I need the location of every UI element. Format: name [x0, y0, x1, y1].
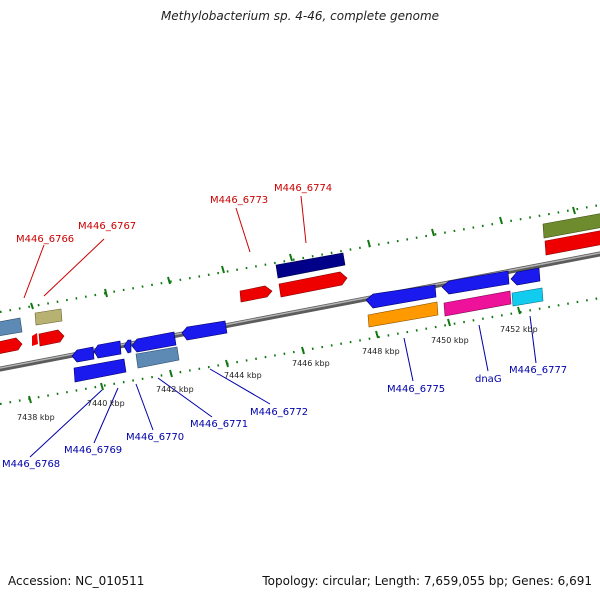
- position-label-7440: 7440 kbp: [87, 399, 125, 408]
- gene-m446-6774[interactable]: [278, 271, 348, 298]
- gene-m446-6768-upper[interactable]: [71, 346, 95, 363]
- accession-text: Accession: NC_010511: [8, 574, 145, 588]
- label-m446-6767[interactable]: M446_6767: [78, 221, 136, 232]
- gene-dnag-blue[interactable]: [441, 270, 510, 295]
- gene-small-red-left[interactable]: [32, 333, 38, 346]
- gene-m446-6773[interactable]: [239, 285, 273, 303]
- position-label-7438: 7438 kbp: [17, 413, 55, 422]
- label-m446-6775[interactable]: M446_6775: [387, 384, 445, 395]
- gene-m446-6777[interactable]: [511, 287, 544, 307]
- inner-major-ticks: [28, 306, 521, 404]
- position-label-7446: 7446 kbp: [292, 359, 330, 368]
- position-label-7442: 7442 kbp: [156, 385, 194, 394]
- outer-major-ticks: [30, 206, 576, 310]
- position-label-7448: 7448 kbp: [362, 347, 400, 356]
- label-m446-6771[interactable]: M446_6771: [190, 419, 248, 430]
- label-dnag[interactable]: dnaG: [475, 374, 502, 385]
- gene-arrow-left-edge[interactable]: [0, 317, 23, 336]
- label-m446-6774[interactable]: M446_6774: [274, 183, 332, 194]
- gene-small-tan[interactable]: [34, 308, 63, 326]
- top-gene-labels: M446_6766 M446_6767 M446_6773 M446_6774: [16, 183, 332, 245]
- label-m446-6777[interactable]: M446_6777: [509, 365, 567, 376]
- gene-m446-6775-blue[interactable]: [365, 284, 437, 309]
- label-m446-6766[interactable]: M446_6766: [16, 234, 74, 245]
- label-m446-6772[interactable]: M446_6772: [250, 407, 308, 418]
- gene-m446-6771[interactable]: [135, 346, 180, 369]
- position-labels: 7438 kbp 7440 kbp 7442 kbp 7444 kbp 7446…: [17, 325, 538, 422]
- position-label-7450: 7450 kbp: [431, 336, 469, 345]
- gene-m446-6770[interactable]: [131, 331, 177, 353]
- bottom-strand-genes: [71, 267, 544, 383]
- label-m446-6770[interactable]: M446_6770: [126, 432, 184, 443]
- gene-arrow-left-red[interactable]: [0, 337, 23, 354]
- gene-dnag[interactable]: [443, 290, 512, 317]
- label-m446-6773[interactable]: M446_6773: [210, 195, 268, 206]
- gene-m446-6770-small[interactable]: [123, 339, 132, 354]
- gene-m446-6766[interactable]: [38, 329, 65, 347]
- gene-m446-6775[interactable]: [367, 301, 439, 328]
- top-strand-genes: [0, 213, 600, 354]
- label-m446-6769[interactable]: M446_6769: [64, 445, 122, 456]
- top-leader-lines: [23, 195, 307, 299]
- gene-m446-6768[interactable]: [73, 358, 127, 383]
- bottom-leader-lines: [29, 315, 537, 458]
- gene-red-right[interactable]: [544, 230, 600, 256]
- gene-m446-6772[interactable]: [181, 320, 228, 341]
- gene-m446-6769[interactable]: [93, 340, 122, 359]
- position-label-7444: 7444 kbp: [224, 371, 262, 380]
- map-title: Methylobacterium sp. 4-46, complete geno…: [160, 9, 440, 23]
- bottom-gene-labels: M446_6768 M446_6769 M446_6770 M446_6771 …: [2, 365, 567, 470]
- label-m446-6768[interactable]: M446_6768: [2, 459, 60, 470]
- position-label-7452: 7452 kbp: [500, 325, 538, 334]
- gene-m446-6774-dark[interactable]: [275, 252, 346, 279]
- gene-m446-6777-blue[interactable]: [510, 267, 541, 286]
- genome-summary-text: Topology: circular; Length: 7,659,055 bp…: [262, 574, 592, 588]
- gene-olive-right[interactable]: [542, 213, 600, 239]
